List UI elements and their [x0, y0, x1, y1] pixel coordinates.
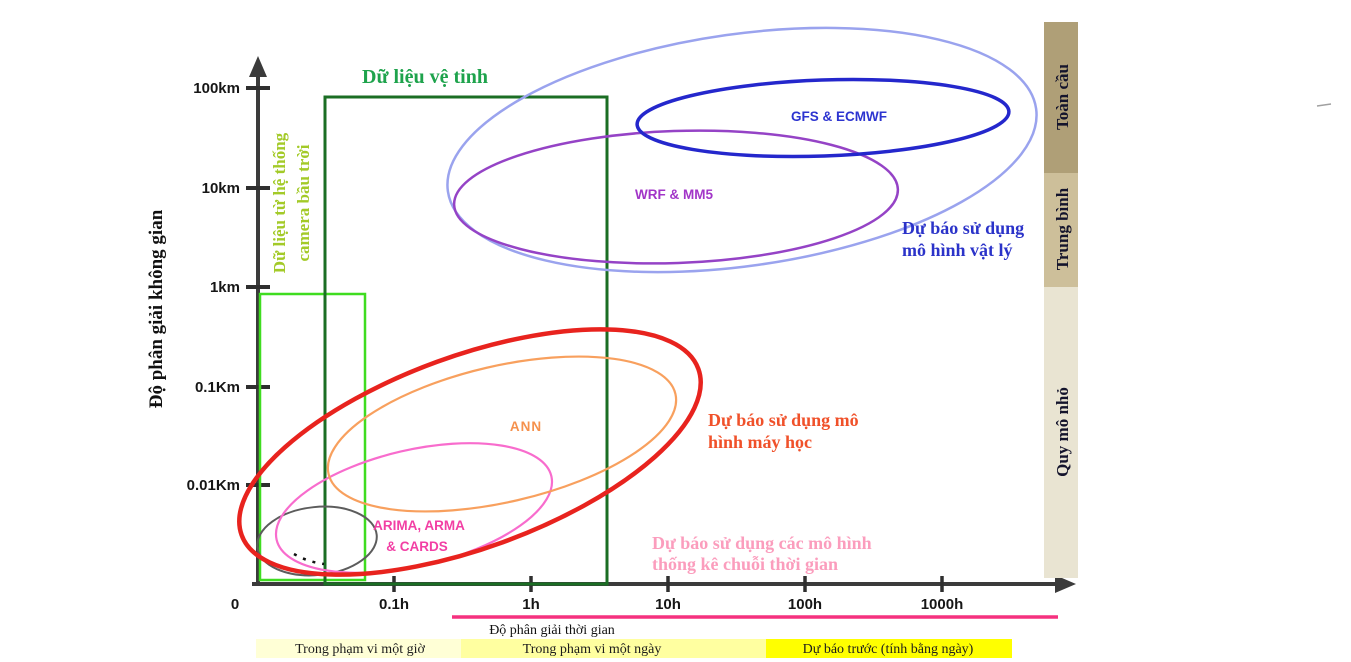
- y-axis-arrow-icon: [249, 56, 267, 77]
- horizon-bar-day: [461, 639, 766, 658]
- x-tick-label: 100h: [788, 596, 822, 613]
- dashed-marks: [293, 552, 325, 566]
- sky-camera-label-line1: Dữ liệu từ hệ thống: [270, 132, 289, 273]
- arima-label-line2: & CARDS: [386, 539, 448, 554]
- stat-label-line2: thống kê chuỗi thời gian: [652, 554, 838, 574]
- statistical-models-label: Dự báo sử dụng các mô hình thống kê chuỗ…: [652, 533, 872, 574]
- ml-label-line2: hình máy học: [708, 432, 812, 452]
- sky-camera-data-box: [258, 292, 367, 582]
- y-axis: 100km 10km 1km 0.1Km 0.01Km Độ phân giải…: [146, 56, 270, 585]
- y-tick-label: 10km: [202, 180, 240, 197]
- sky-camera-data-label: Dữ liệu từ hệ thống camera bầu trời: [270, 132, 313, 273]
- x-tick-label: 10h: [655, 596, 681, 613]
- horizon-bar-hour: [256, 639, 461, 658]
- x-tick-label: 1h: [522, 596, 540, 613]
- y-tick-label: 1km: [210, 279, 240, 296]
- stat-label-line1: Dự báo sử dụng các mô hình: [652, 533, 872, 553]
- horizon-bar-days-ahead-label: Dự báo trước (tính bằng ngày): [803, 642, 974, 657]
- physical-label-line1: Dự báo sử dụng: [902, 218, 1024, 238]
- machine-learning-label: Dự báo sử dụng mô hình máy học: [708, 410, 859, 452]
- band-medium-label: Trung bình: [1053, 187, 1072, 270]
- physical-models-ellipse: [446, 26, 1038, 274]
- y-tick-label: 100km: [193, 80, 240, 97]
- satellite-data-box: [323, 95, 609, 586]
- y-tick-label: 0.1Km: [195, 379, 240, 396]
- physical-models-label: Dự báo sử dụng mô hình vật lý: [902, 218, 1024, 260]
- ann-label: ANN: [510, 419, 542, 434]
- band-medium: [1044, 173, 1078, 287]
- band-global: [1044, 22, 1078, 173]
- y-tick-label: 0.01Km: [187, 477, 240, 494]
- y-axis-title: Độ phân giải không gian: [146, 209, 167, 408]
- wrf-mm5-ellipse: [452, 129, 900, 265]
- x-axis-arrow-icon: [1055, 575, 1076, 593]
- x-tick-label: 1000h: [921, 596, 964, 613]
- horizon-bar-hour-label: Trong phạm vi một giờ: [295, 642, 425, 657]
- gfs-ecmwf-label: GFS & ECMWF: [791, 109, 887, 124]
- band-small-label: Quy mô nhỏ: [1053, 387, 1072, 477]
- satellite-data-label: Dữ liệu vệ tinh: [362, 66, 488, 88]
- x-origin-label: 0: [231, 596, 239, 613]
- artifact-dash: [1316, 103, 1332, 107]
- band-small: [1044, 287, 1078, 578]
- sky-camera-label-line2: camera bầu trời: [294, 144, 313, 261]
- x-axis-subtitle: Độ phân giải thời gian: [489, 623, 615, 638]
- scale-bands: Toàn cầu Trung bình Quy mô nhỏ: [1044, 22, 1078, 578]
- machine-learning-ellipse: [237, 327, 703, 577]
- arima-label-line1: ARIMA, ARMA: [373, 518, 465, 533]
- wrf-mm5-label: WRF & MM5: [635, 187, 713, 202]
- x-tick-label: 0.1h: [379, 596, 409, 613]
- horizon-bars: Trong phạm vi một giờ Trong phạm vi một …: [256, 639, 1012, 658]
- gfs-ecmwf-ellipse: [635, 77, 1011, 159]
- band-global-label: Toàn cầu: [1053, 64, 1072, 130]
- ml-label-line1: Dự báo sử dụng mô: [708, 410, 859, 430]
- horizon-bar-days-ahead: [766, 639, 1012, 658]
- ann-ellipse: [326, 355, 678, 513]
- horizon-bar-day-label: Trong phạm vi một ngày: [523, 642, 662, 657]
- physical-label-line2: mô hình vật lý: [902, 240, 1013, 260]
